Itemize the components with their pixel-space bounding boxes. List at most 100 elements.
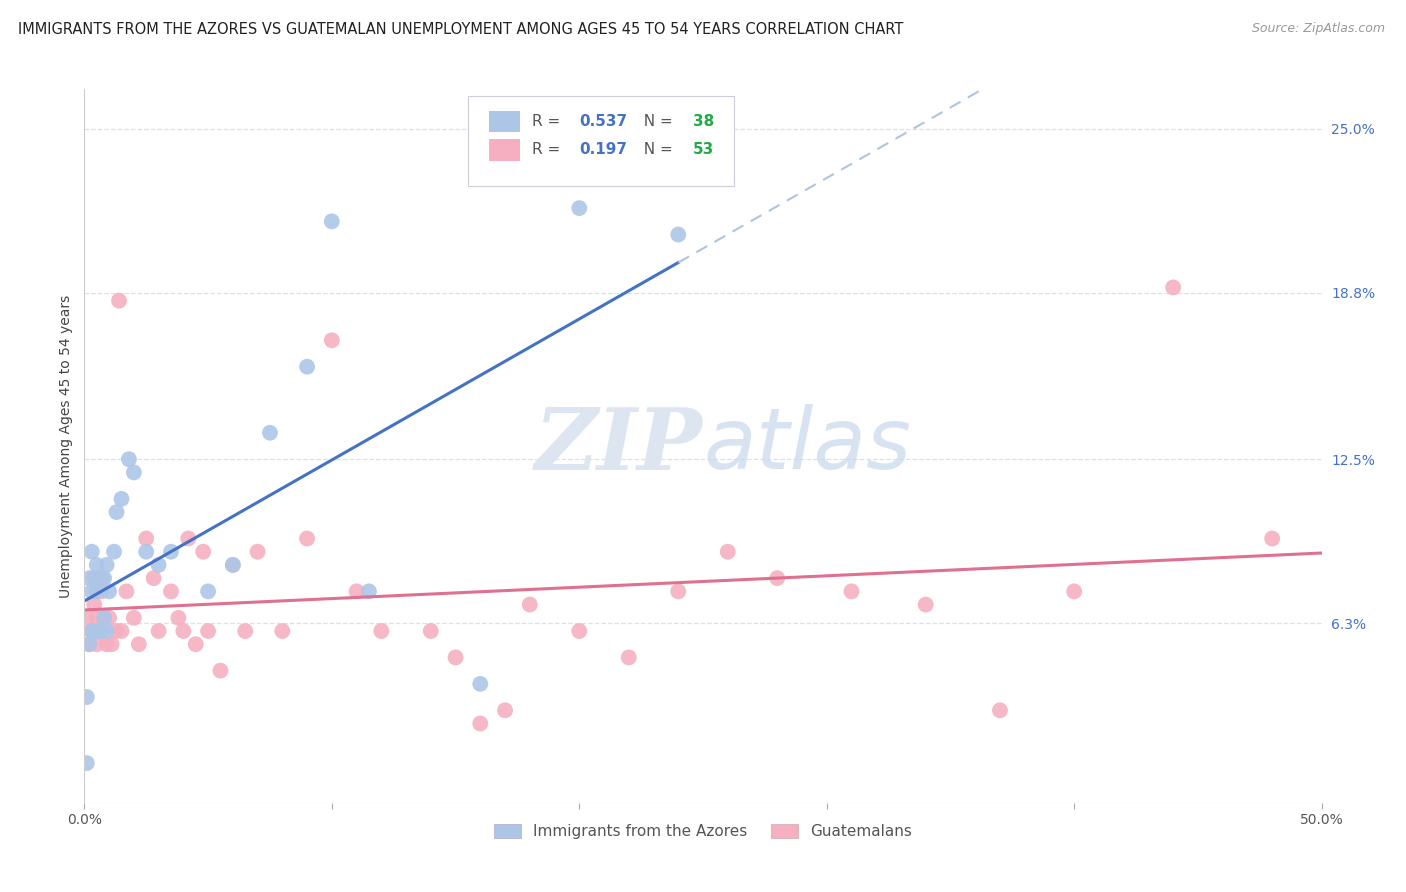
- Text: 38: 38: [693, 114, 714, 128]
- Point: [717, 545, 740, 559]
- Point: [160, 545, 183, 559]
- Point: [86, 624, 108, 638]
- Point: [222, 558, 245, 572]
- Point: [167, 611, 190, 625]
- Point: [295, 359, 318, 374]
- Y-axis label: Unemployment Among Ages 45 to 54 years: Unemployment Among Ages 45 to 54 years: [59, 294, 73, 598]
- Point: [93, 611, 115, 625]
- Point: [115, 584, 138, 599]
- FancyBboxPatch shape: [489, 111, 520, 132]
- Point: [142, 571, 165, 585]
- Point: [914, 598, 936, 612]
- Point: [209, 664, 232, 678]
- Point: [89, 571, 111, 585]
- Point: [295, 532, 318, 546]
- Point: [76, 611, 98, 625]
- Point: [93, 611, 115, 625]
- Point: [96, 637, 118, 651]
- Point: [148, 558, 170, 572]
- Point: [222, 558, 245, 572]
- Text: R =: R =: [533, 114, 565, 128]
- Point: [666, 227, 689, 242]
- Point: [271, 624, 294, 638]
- Point: [197, 624, 219, 638]
- Point: [1161, 280, 1184, 294]
- Point: [96, 558, 118, 572]
- Point: [357, 584, 380, 599]
- Point: [470, 677, 492, 691]
- Point: [666, 584, 689, 599]
- Point: [79, 571, 101, 585]
- Point: [96, 624, 118, 638]
- Point: [86, 558, 108, 572]
- Point: [135, 532, 157, 546]
- Point: [259, 425, 281, 440]
- Text: 53: 53: [693, 143, 714, 157]
- Point: [233, 624, 256, 638]
- Point: [191, 545, 214, 559]
- Point: [90, 571, 112, 585]
- Point: [100, 637, 122, 651]
- Point: [568, 201, 591, 215]
- Point: [86, 637, 108, 651]
- Point: [519, 598, 541, 612]
- Point: [246, 545, 269, 559]
- Point: [83, 598, 105, 612]
- Point: [80, 584, 103, 599]
- Text: 0.537: 0.537: [579, 114, 627, 128]
- Point: [86, 611, 108, 625]
- Point: [80, 545, 103, 559]
- Text: N =: N =: [634, 143, 678, 157]
- FancyBboxPatch shape: [468, 96, 734, 186]
- Point: [110, 491, 132, 506]
- Point: [841, 584, 863, 599]
- Point: [80, 624, 103, 638]
- Point: [148, 624, 170, 638]
- Point: [98, 584, 121, 599]
- Point: [89, 624, 111, 638]
- Point: [346, 584, 368, 599]
- Point: [105, 505, 128, 519]
- Point: [83, 571, 105, 585]
- FancyBboxPatch shape: [489, 139, 520, 161]
- Legend: Immigrants from the Azores, Guatemalans: Immigrants from the Azores, Guatemalans: [488, 818, 918, 845]
- Point: [988, 703, 1011, 717]
- Text: R =: R =: [533, 143, 565, 157]
- Point: [80, 624, 103, 638]
- Point: [766, 571, 789, 585]
- Point: [122, 466, 145, 480]
- Point: [103, 545, 125, 559]
- Point: [118, 452, 141, 467]
- Point: [128, 637, 150, 651]
- Point: [370, 624, 392, 638]
- Point: [122, 611, 145, 625]
- Point: [184, 637, 207, 651]
- Point: [76, 690, 98, 704]
- Point: [89, 624, 111, 638]
- Point: [108, 293, 131, 308]
- Point: [83, 624, 105, 638]
- Point: [172, 624, 194, 638]
- Text: atlas: atlas: [703, 404, 911, 488]
- Point: [90, 624, 112, 638]
- Point: [160, 584, 183, 599]
- Text: 0.197: 0.197: [579, 143, 627, 157]
- Point: [79, 637, 101, 651]
- Point: [98, 611, 121, 625]
- Point: [79, 637, 101, 651]
- Point: [444, 650, 467, 665]
- Point: [419, 624, 441, 638]
- Point: [470, 716, 492, 731]
- Point: [93, 571, 115, 585]
- Point: [177, 532, 200, 546]
- Point: [321, 333, 343, 347]
- Text: IMMIGRANTS FROM THE AZORES VS GUATEMALAN UNEMPLOYMENT AMONG AGES 45 TO 54 YEARS : IMMIGRANTS FROM THE AZORES VS GUATEMALAN…: [18, 22, 904, 37]
- Point: [76, 756, 98, 771]
- Point: [568, 624, 591, 638]
- Point: [1063, 584, 1085, 599]
- Point: [86, 584, 108, 599]
- Point: [617, 650, 640, 665]
- Text: N =: N =: [634, 114, 678, 128]
- Text: ZIP: ZIP: [536, 404, 703, 488]
- Text: Source: ZipAtlas.com: Source: ZipAtlas.com: [1251, 22, 1385, 36]
